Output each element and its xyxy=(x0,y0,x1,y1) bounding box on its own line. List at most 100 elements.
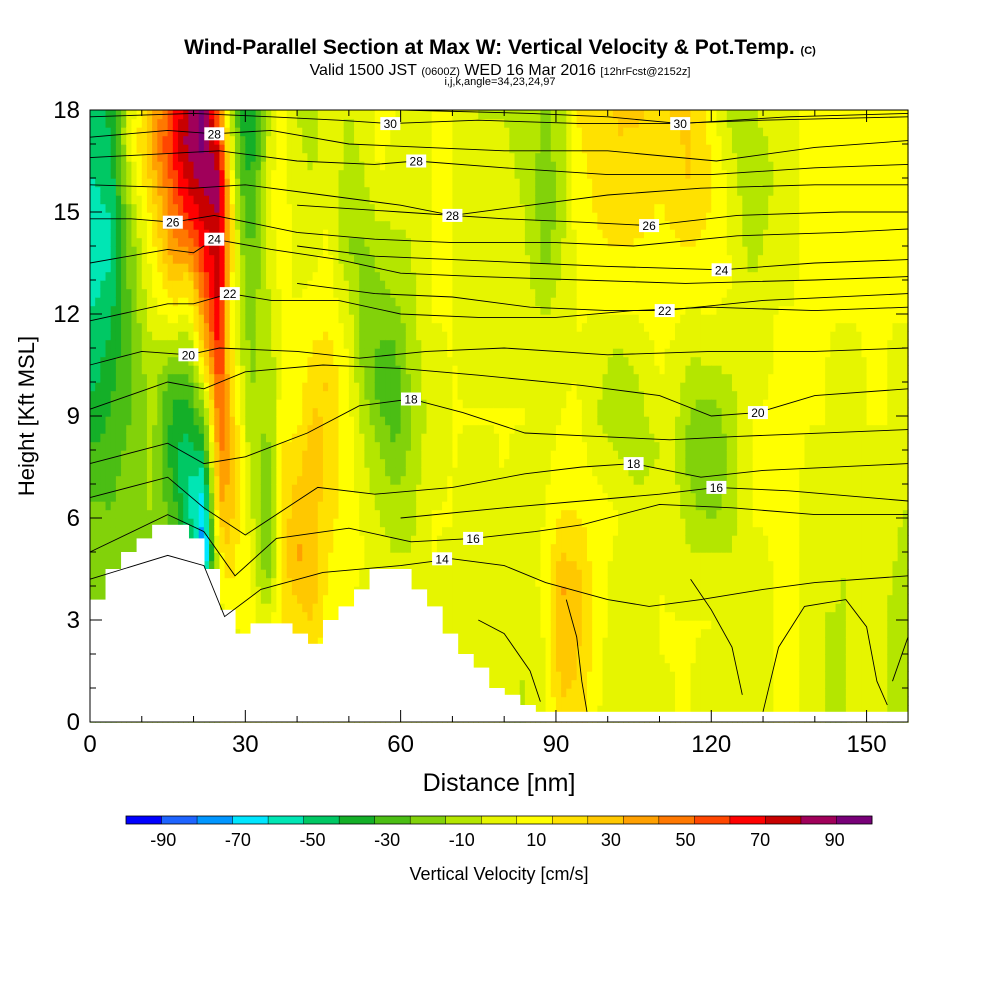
velocity-cell xyxy=(245,220,252,230)
velocity-cell xyxy=(328,195,335,205)
velocity-cell xyxy=(338,246,345,256)
velocity-cell xyxy=(343,271,350,281)
velocity-cell xyxy=(250,135,257,145)
velocity-cell xyxy=(354,135,360,145)
velocity-cell xyxy=(203,246,210,256)
velocity-cell xyxy=(297,365,303,375)
velocity-cell xyxy=(297,263,303,273)
velocity-cell xyxy=(250,475,257,485)
velocity-cell xyxy=(343,212,350,222)
velocity-cell xyxy=(416,569,423,579)
velocity-cell xyxy=(255,212,262,222)
velocity-cell xyxy=(240,322,247,332)
velocity-cell xyxy=(121,229,127,239)
velocity-cell xyxy=(431,152,438,162)
velocity-cell xyxy=(219,297,226,307)
velocity-cell xyxy=(157,416,164,426)
velocity-cell xyxy=(410,305,417,315)
velocity-cell xyxy=(338,467,345,477)
velocity-cell xyxy=(322,458,329,468)
velocity-cell xyxy=(302,195,309,205)
velocity-cell xyxy=(442,348,448,358)
velocity-cell xyxy=(359,135,366,145)
velocity-cell xyxy=(322,161,329,171)
velocity-cell xyxy=(328,118,335,128)
velocity-cell xyxy=(126,356,133,366)
velocity-cell xyxy=(343,263,350,273)
velocity-cell xyxy=(421,535,428,545)
velocity-cell xyxy=(229,305,236,315)
velocity-cell xyxy=(286,144,293,154)
velocity-cell xyxy=(224,535,231,545)
velocity-cell xyxy=(354,186,360,196)
velocity-cell xyxy=(234,339,241,349)
velocity-cell xyxy=(214,373,221,383)
velocity-cell xyxy=(157,237,164,247)
velocity-cell xyxy=(95,365,102,375)
velocity-cell xyxy=(338,390,345,400)
velocity-cell xyxy=(302,110,309,120)
velocity-cell xyxy=(442,433,448,443)
velocity-cell xyxy=(410,416,417,426)
velocity-cell xyxy=(328,492,335,502)
velocity-cell xyxy=(183,322,190,332)
velocity-cell xyxy=(95,518,102,528)
velocity-cell xyxy=(338,543,345,553)
velocity-cell xyxy=(410,373,417,383)
velocity-cell xyxy=(312,560,319,570)
velocity-cell xyxy=(276,135,283,145)
velocity-cell xyxy=(167,331,174,341)
velocity-cell xyxy=(317,620,324,630)
velocity-cell xyxy=(281,110,288,120)
velocity-cell xyxy=(400,543,407,553)
velocity-cell xyxy=(395,297,402,307)
velocity-cell xyxy=(234,246,241,256)
velocity-cell xyxy=(126,203,133,213)
velocity-cell xyxy=(95,424,102,434)
velocity-cell xyxy=(131,144,138,154)
velocity-cell xyxy=(95,237,102,247)
velocity-cell xyxy=(214,552,221,562)
velocity-cell xyxy=(229,127,236,137)
velocity-cell xyxy=(162,450,169,460)
velocity-cell xyxy=(302,611,309,621)
velocity-cell xyxy=(115,322,122,332)
velocity-cell xyxy=(297,280,303,290)
velocity-cell xyxy=(152,399,159,409)
velocity-cell xyxy=(348,220,355,230)
velocity-cell xyxy=(421,237,428,247)
velocity-cell xyxy=(405,339,412,349)
velocity-cell xyxy=(209,407,215,417)
velocity-cell xyxy=(105,373,112,383)
velocity-cell xyxy=(167,314,174,324)
velocity-cell xyxy=(229,169,236,179)
velocity-cell xyxy=(312,637,319,647)
velocity-cell xyxy=(209,399,215,409)
velocity-cell xyxy=(271,484,278,494)
velocity-cell xyxy=(322,263,329,273)
velocity-cell xyxy=(209,339,215,349)
velocity-cell xyxy=(136,186,143,196)
velocity-cell xyxy=(286,603,293,613)
velocity-cell xyxy=(322,169,329,179)
velocity-cell xyxy=(436,586,443,596)
velocity-cell xyxy=(234,212,241,222)
velocity-cell xyxy=(307,475,314,485)
velocity-cell xyxy=(343,127,350,137)
velocity-cell xyxy=(328,161,335,171)
velocity-cell xyxy=(271,407,278,417)
velocity-cell xyxy=(188,339,195,349)
velocity-cell xyxy=(281,543,288,553)
velocity-cell xyxy=(369,229,376,239)
velocity-cell xyxy=(426,127,433,137)
velocity-cell xyxy=(395,399,402,409)
velocity-cell xyxy=(136,484,143,494)
velocity-cell xyxy=(421,373,428,383)
velocity-cell xyxy=(250,535,257,545)
velocity-cell xyxy=(431,348,438,358)
velocity-cell xyxy=(276,348,283,358)
velocity-cell xyxy=(291,297,298,307)
velocity-cell xyxy=(198,365,205,375)
velocity-cell xyxy=(276,552,283,562)
velocity-cell xyxy=(416,322,423,332)
